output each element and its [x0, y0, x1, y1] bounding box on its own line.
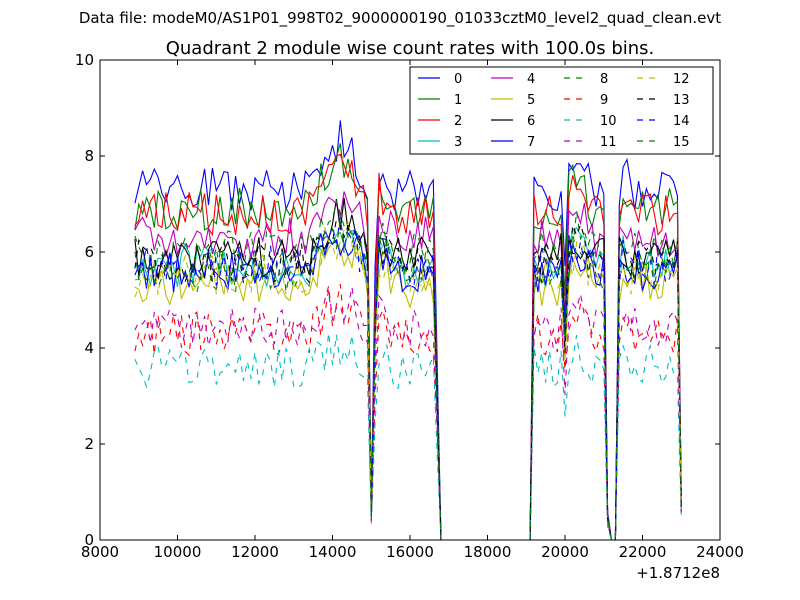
series-layer — [134, 120, 682, 541]
x-tick-label: 12000 — [231, 543, 279, 561]
x-tick-label: 14000 — [309, 543, 357, 561]
y-tick-label: 2 — [84, 435, 94, 453]
series-line-13 — [134, 218, 682, 541]
chart-title: Quadrant 2 module wise count rates with … — [166, 38, 655, 59]
x-tick-label: 24000 — [696, 543, 744, 561]
series-line-4 — [134, 191, 682, 541]
x-tick-label: 20000 — [541, 543, 589, 561]
legend-label-8: 8 — [600, 72, 608, 87]
legend-label-15: 15 — [673, 135, 690, 150]
ticks-layer: 8000 10000 12000 14000 16000 18000 20000 22000 2… — [75, 51, 744, 561]
legend-label-5: 5 — [527, 93, 535, 108]
series-line-10 — [134, 332, 682, 541]
x-tick-label: 10000 — [154, 543, 202, 561]
legend-label-11: 11 — [600, 135, 617, 150]
legend-label-4: 4 — [527, 72, 535, 87]
y-tick-label: 0 — [84, 531, 94, 549]
y-tick-label: 10 — [75, 51, 94, 69]
legend-label-14: 14 — [673, 114, 690, 129]
series-line-6 — [134, 197, 682, 541]
legend-label-9: 9 — [600, 93, 608, 108]
series-line-12 — [134, 221, 682, 541]
legend-label-2: 2 — [454, 114, 462, 129]
legend-box — [409, 66, 714, 155]
series-line-2 — [134, 153, 682, 541]
legend-label-0: 0 — [454, 72, 462, 87]
legend-label-13: 13 — [673, 93, 690, 108]
x-tick-label: 22000 — [619, 543, 667, 561]
x-offset-label: +1.8712e8 — [636, 564, 720, 582]
series-line-15 — [134, 218, 682, 541]
y-tick-label: 4 — [84, 339, 94, 357]
legend-label-1: 1 — [454, 93, 462, 108]
x-tick-label: 8000 — [81, 543, 119, 561]
series-line-14 — [134, 217, 682, 541]
series-line-0 — [134, 120, 682, 541]
x-tick-label: 18000 — [464, 543, 512, 561]
legend-label-6: 6 — [527, 114, 535, 129]
legend-label-10: 10 — [600, 114, 617, 129]
legend-label-7: 7 — [527, 135, 535, 150]
series-line-3 — [134, 226, 682, 541]
y-tick-label: 6 — [84, 243, 94, 261]
x-tick-label: 16000 — [386, 543, 434, 561]
series-line-9 — [134, 283, 682, 541]
legend-label-3: 3 — [454, 135, 462, 150]
series-line-11 — [134, 286, 682, 541]
series-line-1 — [134, 143, 682, 541]
legend-label-12: 12 — [673, 72, 690, 87]
data-file-suptitle: Data file: modeM0/AS1P01_998T02_90000001… — [78, 9, 722, 27]
series-line-7 — [134, 233, 682, 541]
y-tick-label: 8 — [84, 147, 94, 165]
